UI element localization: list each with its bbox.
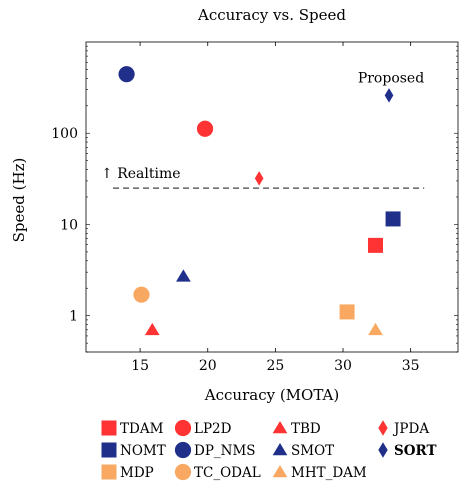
legend-marker-smot	[272, 443, 288, 456]
point-mdp	[339, 304, 355, 320]
y-tick-label: 1	[69, 309, 78, 325]
legend-marker-jpda	[378, 420, 388, 436]
legend-marker-mdp	[101, 464, 117, 480]
realtime-annotation: ↑ Realtime	[101, 166, 180, 182]
point-jpda	[254, 171, 264, 186]
plot-axes: 15 20 25 30 35 1 10 100	[51, 41, 459, 374]
x-axis-label: Accuracy (MOTA)	[204, 386, 339, 404]
legend-label-mht-dam: MHT_DAM	[291, 465, 367, 481]
legend-label-mdp: MDP	[120, 465, 154, 481]
y-axis-label: Speed (Hz)	[10, 158, 28, 243]
x-tick-label: 30	[334, 358, 352, 374]
x-tick-label: 15	[131, 358, 149, 374]
point-sort	[384, 88, 394, 103]
legend-label-tdam: TDAM	[120, 421, 164, 437]
legend-marker-tbd	[272, 421, 288, 434]
data-markers: ↑ Realtime Proposed	[101, 66, 424, 336]
legend-label-nomt: NOMT	[120, 443, 166, 459]
proposed-annotation: Proposed	[358, 70, 424, 86]
y-tick-label: 100	[51, 126, 78, 142]
legend-label-sort: SORT	[394, 443, 437, 459]
y-tick-label: 10	[60, 217, 78, 233]
legend-label-jpda: JPDA	[392, 421, 429, 437]
point-tdam	[367, 237, 383, 253]
legend-label-tbd: TBD	[291, 421, 321, 437]
legend-label-tc-odal: TC_ODAL	[194, 465, 261, 481]
x-tick-label: 20	[199, 358, 217, 374]
point-nomt	[385, 211, 401, 227]
x-tick-label: 35	[402, 358, 420, 374]
legend-marker-lp2d	[174, 419, 192, 437]
point-tc-odal	[133, 286, 150, 303]
legend: TDAM NOMT MDP LP2D DP_NMS TC_ODAL TBD SMOT MHT_D…	[101, 419, 437, 481]
legend-marker-tdam	[101, 420, 117, 436]
legend-label-lp2d: LP2D	[194, 421, 232, 437]
chart-title: Accuracy vs. Speed	[197, 6, 346, 24]
legend-label-dp-nms: DP_NMS	[194, 443, 256, 459]
legend-marker-sort	[378, 442, 388, 458]
legend-marker-tc-odal	[174, 463, 192, 481]
point-lp2d	[196, 120, 214, 137]
point-mht-dam	[368, 322, 383, 336]
legend-marker-dp-nms	[174, 441, 192, 459]
x-tick-label: 25	[266, 358, 284, 374]
point-tbd	[144, 322, 160, 336]
legend-label-smot: SMOT	[291, 443, 334, 459]
plot-frame	[85, 41, 459, 353]
point-dp-nms	[118, 66, 135, 83]
legend-marker-nomt	[101, 442, 117, 458]
point-smot	[176, 269, 191, 282]
legend-marker-mht-dam	[272, 465, 288, 478]
